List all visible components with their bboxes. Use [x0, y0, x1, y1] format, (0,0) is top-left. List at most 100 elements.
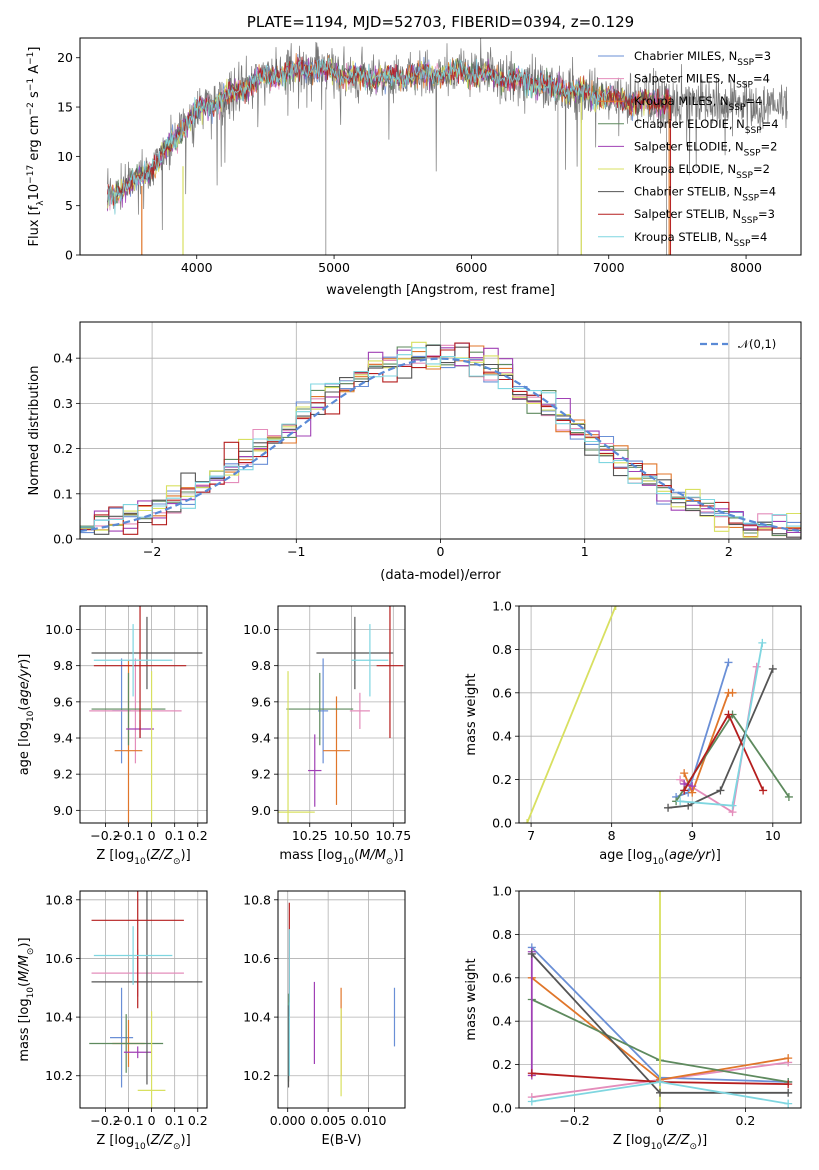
weight-point-marker	[684, 801, 693, 810]
weight-point-marker	[527, 949, 536, 958]
y-tick-label: 10.0	[45, 622, 73, 637]
y-axis-label-part: −2	[26, 102, 36, 115]
y-tick-label: 5	[65, 198, 73, 213]
weight-point-marker	[724, 710, 733, 719]
legend-entry-part: =4	[759, 185, 776, 199]
x-tick-label: −0.2	[559, 1113, 589, 1128]
x-tick-label: 0.1	[165, 828, 185, 843]
plot-area	[89, 891, 203, 1108]
x-axis-label-part: ⊙	[173, 857, 181, 867]
weight-point-marker	[784, 792, 793, 801]
x-tick-label: 1	[581, 544, 589, 559]
x-tick-label: 9	[688, 828, 696, 843]
y-axis-label-part: age [log	[17, 722, 32, 775]
y-axis-label: mass weight	[464, 958, 479, 1040]
x-axis-label-part: (	[146, 848, 151, 863]
x-axis-label-part: Z/Z	[150, 848, 174, 863]
y-tick-label: 0.3	[53, 396, 73, 411]
y-tick-label: 10.4	[45, 1010, 73, 1025]
mass-vs-z-panel: −0.2−0.1 0 0.1 0.210.210.410.610.8Z [log10(…	[17, 890, 208, 1152]
y-tick-label: 1.0	[492, 884, 512, 899]
chart-title: PLATE=1194, MJD=52703, FIBERID=0394, z=0…	[247, 13, 634, 31]
y-axis-label: mass [log10(M/M⊙)]	[17, 937, 36, 1061]
weight-point-marker	[656, 1104, 664, 1108]
legend-entry-part: SSP	[737, 58, 754, 68]
weight-point-marker	[656, 1077, 664, 1086]
x-tick-label: 0	[148, 1113, 156, 1128]
y-axis-label-part: M/M	[17, 955, 32, 982]
y-tick-label: 0.8	[492, 642, 512, 657]
legend-entry: Kroupa STELIB, NSSP=4	[634, 230, 767, 249]
x-axis-label: mass [log10(M/M⊙)]	[279, 848, 403, 867]
x-axis-label-part: (	[354, 848, 359, 863]
weight-point-marker	[527, 1069, 536, 1078]
y-axis-label-part: −17	[26, 165, 36, 184]
legend-entry-part: SSP	[736, 171, 753, 181]
weight-point-marker	[784, 1080, 793, 1089]
legend-entry-part: =3	[758, 207, 775, 221]
x-axis-label-part: Z/Z	[666, 1133, 690, 1148]
y-tick-label: 15	[57, 100, 73, 115]
y-tick-label: 9.6	[251, 694, 271, 709]
weight-point-marker	[676, 775, 685, 784]
y-tick-label: 10.6	[243, 951, 271, 966]
axes-frame	[518, 605, 802, 824]
y-tick-label: 0.0	[53, 532, 73, 547]
x-tick-label: 7000	[593, 260, 625, 275]
y-axis-label-part: (	[17, 706, 32, 711]
legend-entry-part: =2	[753, 162, 770, 176]
normal-reference-curve	[80, 357, 801, 533]
y-tick-label: 10	[57, 149, 73, 164]
weight-series-line	[683, 712, 764, 791]
y-axis-label-part: )]	[17, 937, 32, 947]
legend-entry-part: SSP	[729, 103, 746, 113]
y-axis-label-part: A	[27, 65, 42, 78]
legend-entry-part: =2	[761, 139, 778, 153]
legend-entry-part: =4	[753, 72, 770, 86]
y-tick-label: 0.0	[492, 816, 512, 831]
y-tick-label: 9.0	[53, 803, 73, 818]
y-axis-label: mass weight	[464, 673, 479, 755]
y-axis-label-part: 10	[27, 184, 42, 201]
weight-point-marker	[758, 638, 767, 647]
weight-point-marker	[523, 819, 532, 823]
y-axis-label: Normed distribution	[27, 366, 42, 496]
legend-entry-part: Chabrier STELIB, N	[634, 185, 742, 199]
legend-entry-part: =4	[745, 94, 762, 108]
x-tick-label: 0.2	[188, 1113, 208, 1128]
y-axis-label-part: 10	[26, 987, 36, 999]
legend-entry-part: SSP	[734, 239, 751, 249]
y-tick-label: 0.6	[492, 970, 512, 985]
legend-entry: Chabrier ELODIE, NSSP=4	[634, 117, 779, 136]
legend-entry-part: SSP	[742, 194, 759, 204]
x-tick-label: −1	[287, 544, 305, 559]
weight-vs-z-panel: −0.2 0 0.2 0.0 0.2 0.4 0.6 0.8 1.0 Z [log10(Z/Z⊙)…	[464, 884, 802, 1152]
y-axis-label: Flux [fλ10−17 erg cm−2 s−1 A−1]	[26, 47, 46, 247]
x-axis-label-part: (	[664, 848, 669, 863]
axes-frame	[79, 890, 208, 1109]
weight-point-marker	[759, 786, 768, 795]
y-tick-label: 9.4	[53, 731, 73, 746]
x-axis-label-part: Z [log	[96, 1133, 134, 1148]
weight-point-marker	[784, 1088, 793, 1097]
y-tick-label: 9.2	[53, 767, 73, 782]
legend-entry-part: Salpeter ELODIE, N	[634, 139, 744, 153]
weight-point-marker	[688, 782, 697, 791]
x-tick-label: 8	[608, 828, 616, 843]
x-axis-label: Z [log10(Z/Z⊙)]	[96, 1133, 190, 1152]
x-tick-label: 0.005	[310, 1113, 346, 1128]
x-axis-label-part: age [log	[599, 848, 652, 863]
legend-entry: Chabrier MILES, NSSP=3	[634, 49, 771, 68]
axes-frame	[277, 890, 406, 1109]
plot-area	[80, 341, 801, 538]
x-axis-label: Z [log10(Z/Z⊙)]	[96, 848, 190, 867]
x-axis-label: age [log10(age/yr)]	[599, 848, 721, 867]
plot-area	[527, 891, 793, 1108]
weight-point-marker	[716, 786, 725, 795]
x-tick-label: 10.75	[375, 828, 411, 843]
y-axis-label-part: s	[27, 91, 42, 102]
y-tick-label: 0.0	[492, 1101, 512, 1116]
x-axis-label-part: )]	[711, 848, 721, 863]
x-axis-label: wavelength [Angstrom, rest frame]	[326, 283, 555, 298]
x-tick-label: 5000	[318, 260, 350, 275]
